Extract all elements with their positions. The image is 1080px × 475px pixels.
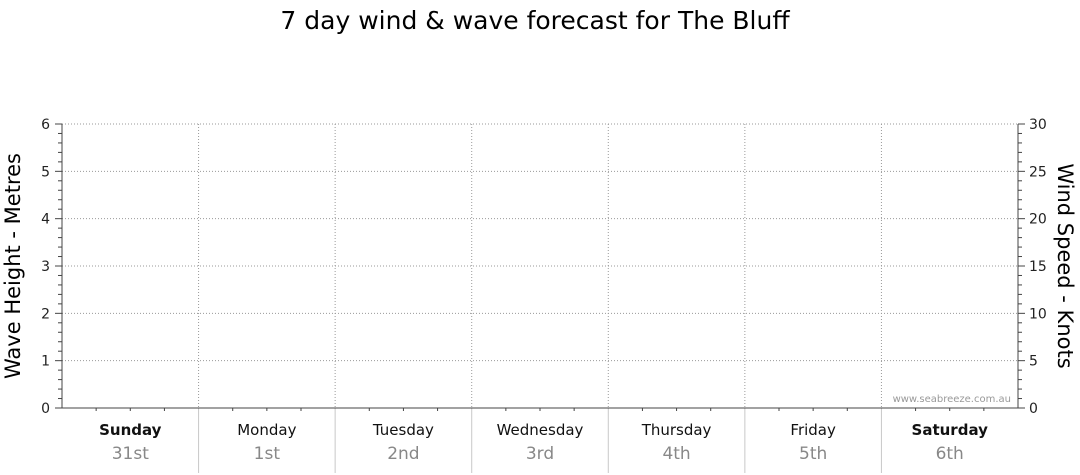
chart-title: 7 day wind & wave forecast for The Bluff xyxy=(280,6,790,35)
day-name-label: Monday xyxy=(237,421,296,439)
left-tick-label: 6 xyxy=(41,117,50,133)
day-name-label: Saturday xyxy=(912,421,989,439)
day-date-label: 5th xyxy=(799,444,827,464)
right-tick-label: 20 xyxy=(1029,212,1047,228)
day-labels: Sunday 31st Monday 1st Tuesday 2nd Wednesday 3r… xyxy=(99,421,988,464)
left-tick-label: 0 xyxy=(41,401,50,417)
day-name-label: Sunday xyxy=(99,421,162,439)
day-date-label: 6th xyxy=(936,444,964,464)
day-name-label: Friday xyxy=(790,421,836,439)
right-axis-ticks: 0 5 10 15 20 25 30 xyxy=(1018,117,1047,417)
right-tick-label: 10 xyxy=(1029,306,1047,322)
left-tick-label: 2 xyxy=(41,306,50,322)
right-tick-label: 0 xyxy=(1029,401,1038,417)
day-name-label: Thursday xyxy=(641,421,712,439)
left-axis-ticks: 0 1 2 3 4 5 6 xyxy=(41,117,62,417)
right-axis-label: Wind Speed - Knots xyxy=(1053,163,1077,368)
left-tick-label: 5 xyxy=(41,164,50,180)
right-tick-label: 15 xyxy=(1029,259,1047,275)
day-date-label: 2nd xyxy=(387,444,419,464)
day-date-label: 1st xyxy=(254,444,281,464)
day-date-label: 4th xyxy=(662,444,690,464)
left-tick-label: 3 xyxy=(41,259,50,275)
right-tick-label: 25 xyxy=(1029,164,1047,180)
day-name-label: Tuesday xyxy=(372,421,434,439)
grid-lines xyxy=(62,123,1018,473)
day-date-label: 31st xyxy=(112,444,149,464)
watermark: www.seabreeze.com.au xyxy=(893,394,1011,405)
axes xyxy=(61,124,1019,411)
left-tick-label: 4 xyxy=(41,212,50,228)
day-date-label: 3rd xyxy=(526,444,554,464)
left-axis-label: Wave Height - Metres xyxy=(1,153,25,379)
right-tick-label: 5 xyxy=(1029,354,1038,370)
day-name-label: Wednesday xyxy=(497,421,584,439)
left-tick-label: 1 xyxy=(41,354,50,370)
right-tick-label: 30 xyxy=(1029,117,1047,133)
